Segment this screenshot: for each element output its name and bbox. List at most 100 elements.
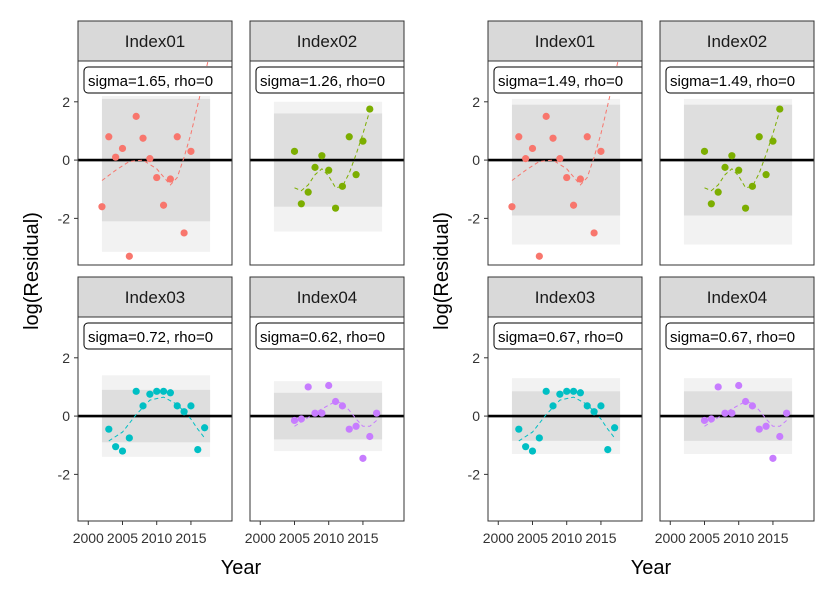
x-axis-title: Year (221, 557, 262, 579)
annotation-box (493, 322, 642, 350)
data-point (359, 137, 367, 145)
smooth-line (511, 61, 619, 186)
facet-strip-label: Index03 (535, 288, 596, 307)
annotation-text: sigma=0.67, rho=0 (498, 329, 623, 346)
data-point (125, 434, 133, 442)
data-point (304, 383, 312, 391)
data-point (728, 409, 736, 417)
data-point (714, 383, 722, 391)
panel-content (250, 101, 404, 232)
panel-border (249, 316, 405, 522)
data-point (112, 443, 120, 451)
y-tick-label: 0 (62, 408, 70, 424)
panel-content (78, 375, 232, 457)
facet-strip (487, 20, 643, 62)
data-point (325, 381, 333, 390)
facet-panel-index02: Index02 sigma=1.49, rho=0 (659, 20, 815, 266)
data-point (755, 425, 763, 433)
data-point (125, 252, 133, 260)
panel-content (78, 61, 232, 260)
x-tick-label: 2005 (517, 530, 548, 546)
data-point (769, 454, 777, 462)
annotation-text: sigma=0.62, rho=0 (260, 329, 385, 346)
data-point (132, 387, 140, 395)
y-tick-label: 2 (62, 94, 70, 110)
data-point (98, 203, 106, 211)
data-point (569, 201, 578, 209)
x-tick-label: 2010 (723, 530, 754, 546)
panel-border (77, 316, 233, 522)
annotation-text: sigma=1.26, rho=0 (260, 73, 385, 90)
data-point (166, 389, 174, 397)
annotation-box (493, 66, 642, 94)
x-tick-label: 2005 (689, 530, 720, 546)
data-point (597, 147, 605, 155)
data-point (359, 454, 367, 462)
panel-content (250, 381, 404, 462)
panel-border (487, 60, 643, 266)
y-axis-title: log(Residual) (431, 212, 453, 330)
panel-border (659, 316, 815, 522)
data-point (576, 389, 585, 397)
data-point (700, 147, 709, 155)
data-point (549, 134, 557, 142)
x-tick-label: 2015 (347, 530, 378, 546)
data-point (373, 409, 381, 417)
x-tick-label: 2015 (585, 530, 616, 546)
annotation: sigma=1.26, rho=0 (255, 66, 404, 94)
x-tick-label: 2005 (107, 530, 138, 546)
facet-strip (487, 276, 643, 318)
facet-strip-label: Index01 (125, 32, 186, 51)
data-point (187, 402, 195, 410)
data-point (345, 133, 353, 141)
data-point (118, 144, 127, 153)
x-tick-label: 2000 (483, 530, 514, 546)
data-point (762, 422, 770, 430)
data-point (187, 147, 195, 155)
y-tick-label: 2 (472, 94, 480, 110)
annotation: sigma=1.49, rho=0 (665, 66, 814, 94)
data-point (776, 432, 784, 441)
data-point (139, 402, 147, 410)
data-point (366, 105, 374, 113)
panel-border (487, 316, 643, 522)
facet-strip (249, 276, 405, 318)
data-point (776, 105, 784, 113)
data-point (153, 173, 161, 182)
data-point (290, 147, 299, 155)
x-tick-label: 2010 (313, 530, 344, 546)
data-point (522, 443, 530, 451)
data-point (166, 175, 174, 183)
annotation-text: sigma=1.49, rho=0 (498, 73, 623, 90)
data-point (311, 163, 319, 171)
data-point (366, 432, 374, 441)
data-point (318, 152, 326, 160)
data-point (597, 402, 605, 410)
x-tick-label: 2000 (655, 530, 686, 546)
data-point (112, 153, 120, 161)
data-point (304, 188, 312, 196)
data-point (118, 447, 127, 455)
data-point (139, 134, 147, 142)
data-point (721, 163, 729, 171)
smooth-line (294, 110, 371, 192)
y-tick-label: 0 (62, 152, 70, 168)
annotation-box (665, 322, 814, 350)
data-point (522, 155, 530, 163)
x-tick-label: 2015 (757, 530, 788, 546)
data-point (714, 188, 722, 196)
data-point (611, 424, 619, 432)
facet-panel-index02: Index02 sigma=1.26, rho=0 (249, 20, 405, 266)
data-point (515, 133, 523, 141)
data-point (542, 387, 550, 395)
annotation: sigma=0.62, rho=0 (255, 322, 404, 350)
annotation-text: sigma=0.67, rho=0 (670, 329, 795, 346)
facet-strip-label: Index02 (297, 32, 358, 51)
x-tick-label: 2015 (175, 530, 206, 546)
annotation-box (83, 322, 232, 350)
data-point (748, 402, 757, 410)
panel-content (488, 61, 642, 260)
data-point (707, 200, 715, 208)
data-point (748, 182, 757, 190)
facet-strip-label: Index04 (297, 288, 358, 307)
